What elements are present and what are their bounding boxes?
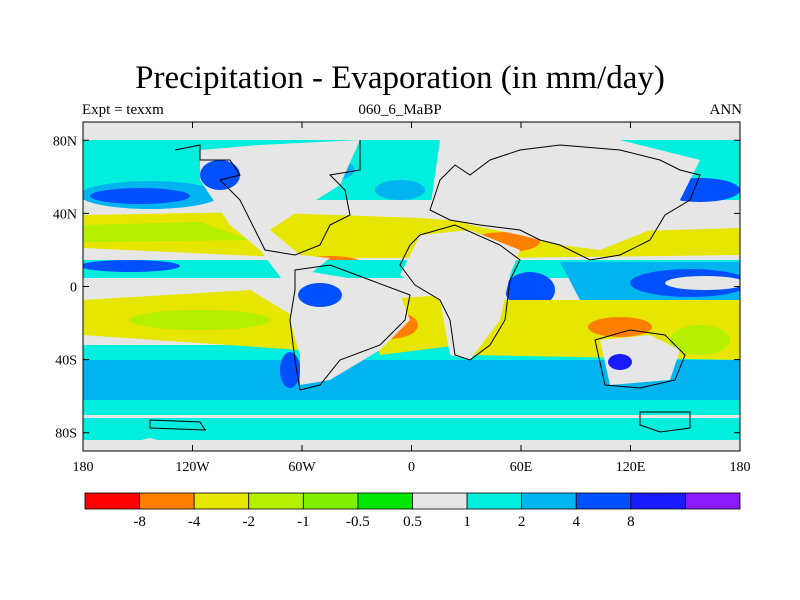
colorbar-swatch xyxy=(84,492,140,510)
east-indian-green xyxy=(670,325,730,355)
colorbar-swatch xyxy=(466,492,523,510)
lat-tick-label: 40N xyxy=(53,207,77,222)
greenland-wet xyxy=(375,180,425,200)
colorbar-swatch xyxy=(575,492,632,510)
contour-field xyxy=(83,122,740,451)
indian-ocean-wet xyxy=(505,272,555,308)
lon-tick-label: 180 xyxy=(73,460,94,475)
east-pacific-itcz xyxy=(83,260,180,272)
colorbar-label: -0.5 xyxy=(346,514,370,530)
colorbar-label: -1 xyxy=(297,514,310,530)
south-pacific-green xyxy=(130,310,270,330)
colorbar-label: -4 xyxy=(188,514,201,530)
colorbar-label: -8 xyxy=(133,514,146,530)
colorbar: -8 -4 -2 -1 -0.5 0.5 1 2 4 8 xyxy=(84,492,741,530)
lon-tick-label: 180 xyxy=(730,460,751,475)
lon-tick-label: 60E xyxy=(510,460,533,475)
colorbar-swatch xyxy=(248,492,304,510)
colorbar-swatch xyxy=(685,492,741,510)
plot-title: Precipitation - Evaporation (in mm/day) xyxy=(135,60,665,96)
eurasia-coast xyxy=(429,144,701,261)
lat-tick-label: 80S xyxy=(55,427,77,442)
australia-wet xyxy=(608,354,632,370)
colorbar-swatch xyxy=(302,492,359,510)
age-label: 060_6_MaBP xyxy=(358,102,442,118)
indian-ocean-core xyxy=(588,317,652,337)
lat-axis: 80N 40N 0 40S 80S xyxy=(53,134,740,442)
lon-axis: 180 120W 60W 0 60E 120E 180 xyxy=(73,122,751,475)
antarctic-land-patch xyxy=(83,438,180,451)
lon-tick-label: 120W xyxy=(175,460,210,475)
lon-tick-label: 0 xyxy=(408,460,415,475)
south-america-coast xyxy=(289,264,411,391)
colorbar-swatch xyxy=(521,492,577,510)
eurasia-land xyxy=(430,140,700,250)
north-america-coast xyxy=(174,140,361,256)
colorbar-label: 0.5 xyxy=(403,514,422,530)
lat-tick-label: 40S xyxy=(55,354,77,369)
amazon-wet xyxy=(298,283,342,307)
season-label: ANN xyxy=(709,102,743,118)
north-pacific-core xyxy=(90,188,190,204)
lat-tick-label: 80N xyxy=(53,134,77,149)
australia-coast xyxy=(594,329,686,389)
antarctica-coast-1 xyxy=(149,419,206,431)
colorbar-label: 1 xyxy=(463,514,471,530)
antarctica-coast-2 xyxy=(639,411,691,433)
colorbar-swatch xyxy=(630,492,686,510)
lat-tick-label: 0 xyxy=(70,281,77,296)
coastlines xyxy=(149,140,701,433)
antarctic-band xyxy=(83,418,740,440)
colorbar-swatch xyxy=(357,492,413,510)
lon-tick-label: 60W xyxy=(288,460,316,475)
north-subtropic-green xyxy=(83,222,250,242)
colorbar-label: 8 xyxy=(627,514,635,530)
north-america-land xyxy=(200,140,360,290)
colorbar-swatch xyxy=(412,492,468,510)
experiment-label: Expt = texxm xyxy=(82,102,164,118)
australia-land xyxy=(600,335,680,385)
africa-coast xyxy=(399,224,521,361)
colorbar-label: 2 xyxy=(518,514,526,530)
west-pacific-gap xyxy=(665,276,740,290)
africa-land xyxy=(400,230,520,360)
colorbar-label: -2 xyxy=(243,514,256,530)
lon-tick-label: 120E xyxy=(616,460,646,475)
colorbar-swatch xyxy=(139,492,195,510)
alaska-wet xyxy=(200,160,240,190)
colorbar-swatch xyxy=(193,492,250,510)
colorbar-label: 4 xyxy=(573,514,581,530)
